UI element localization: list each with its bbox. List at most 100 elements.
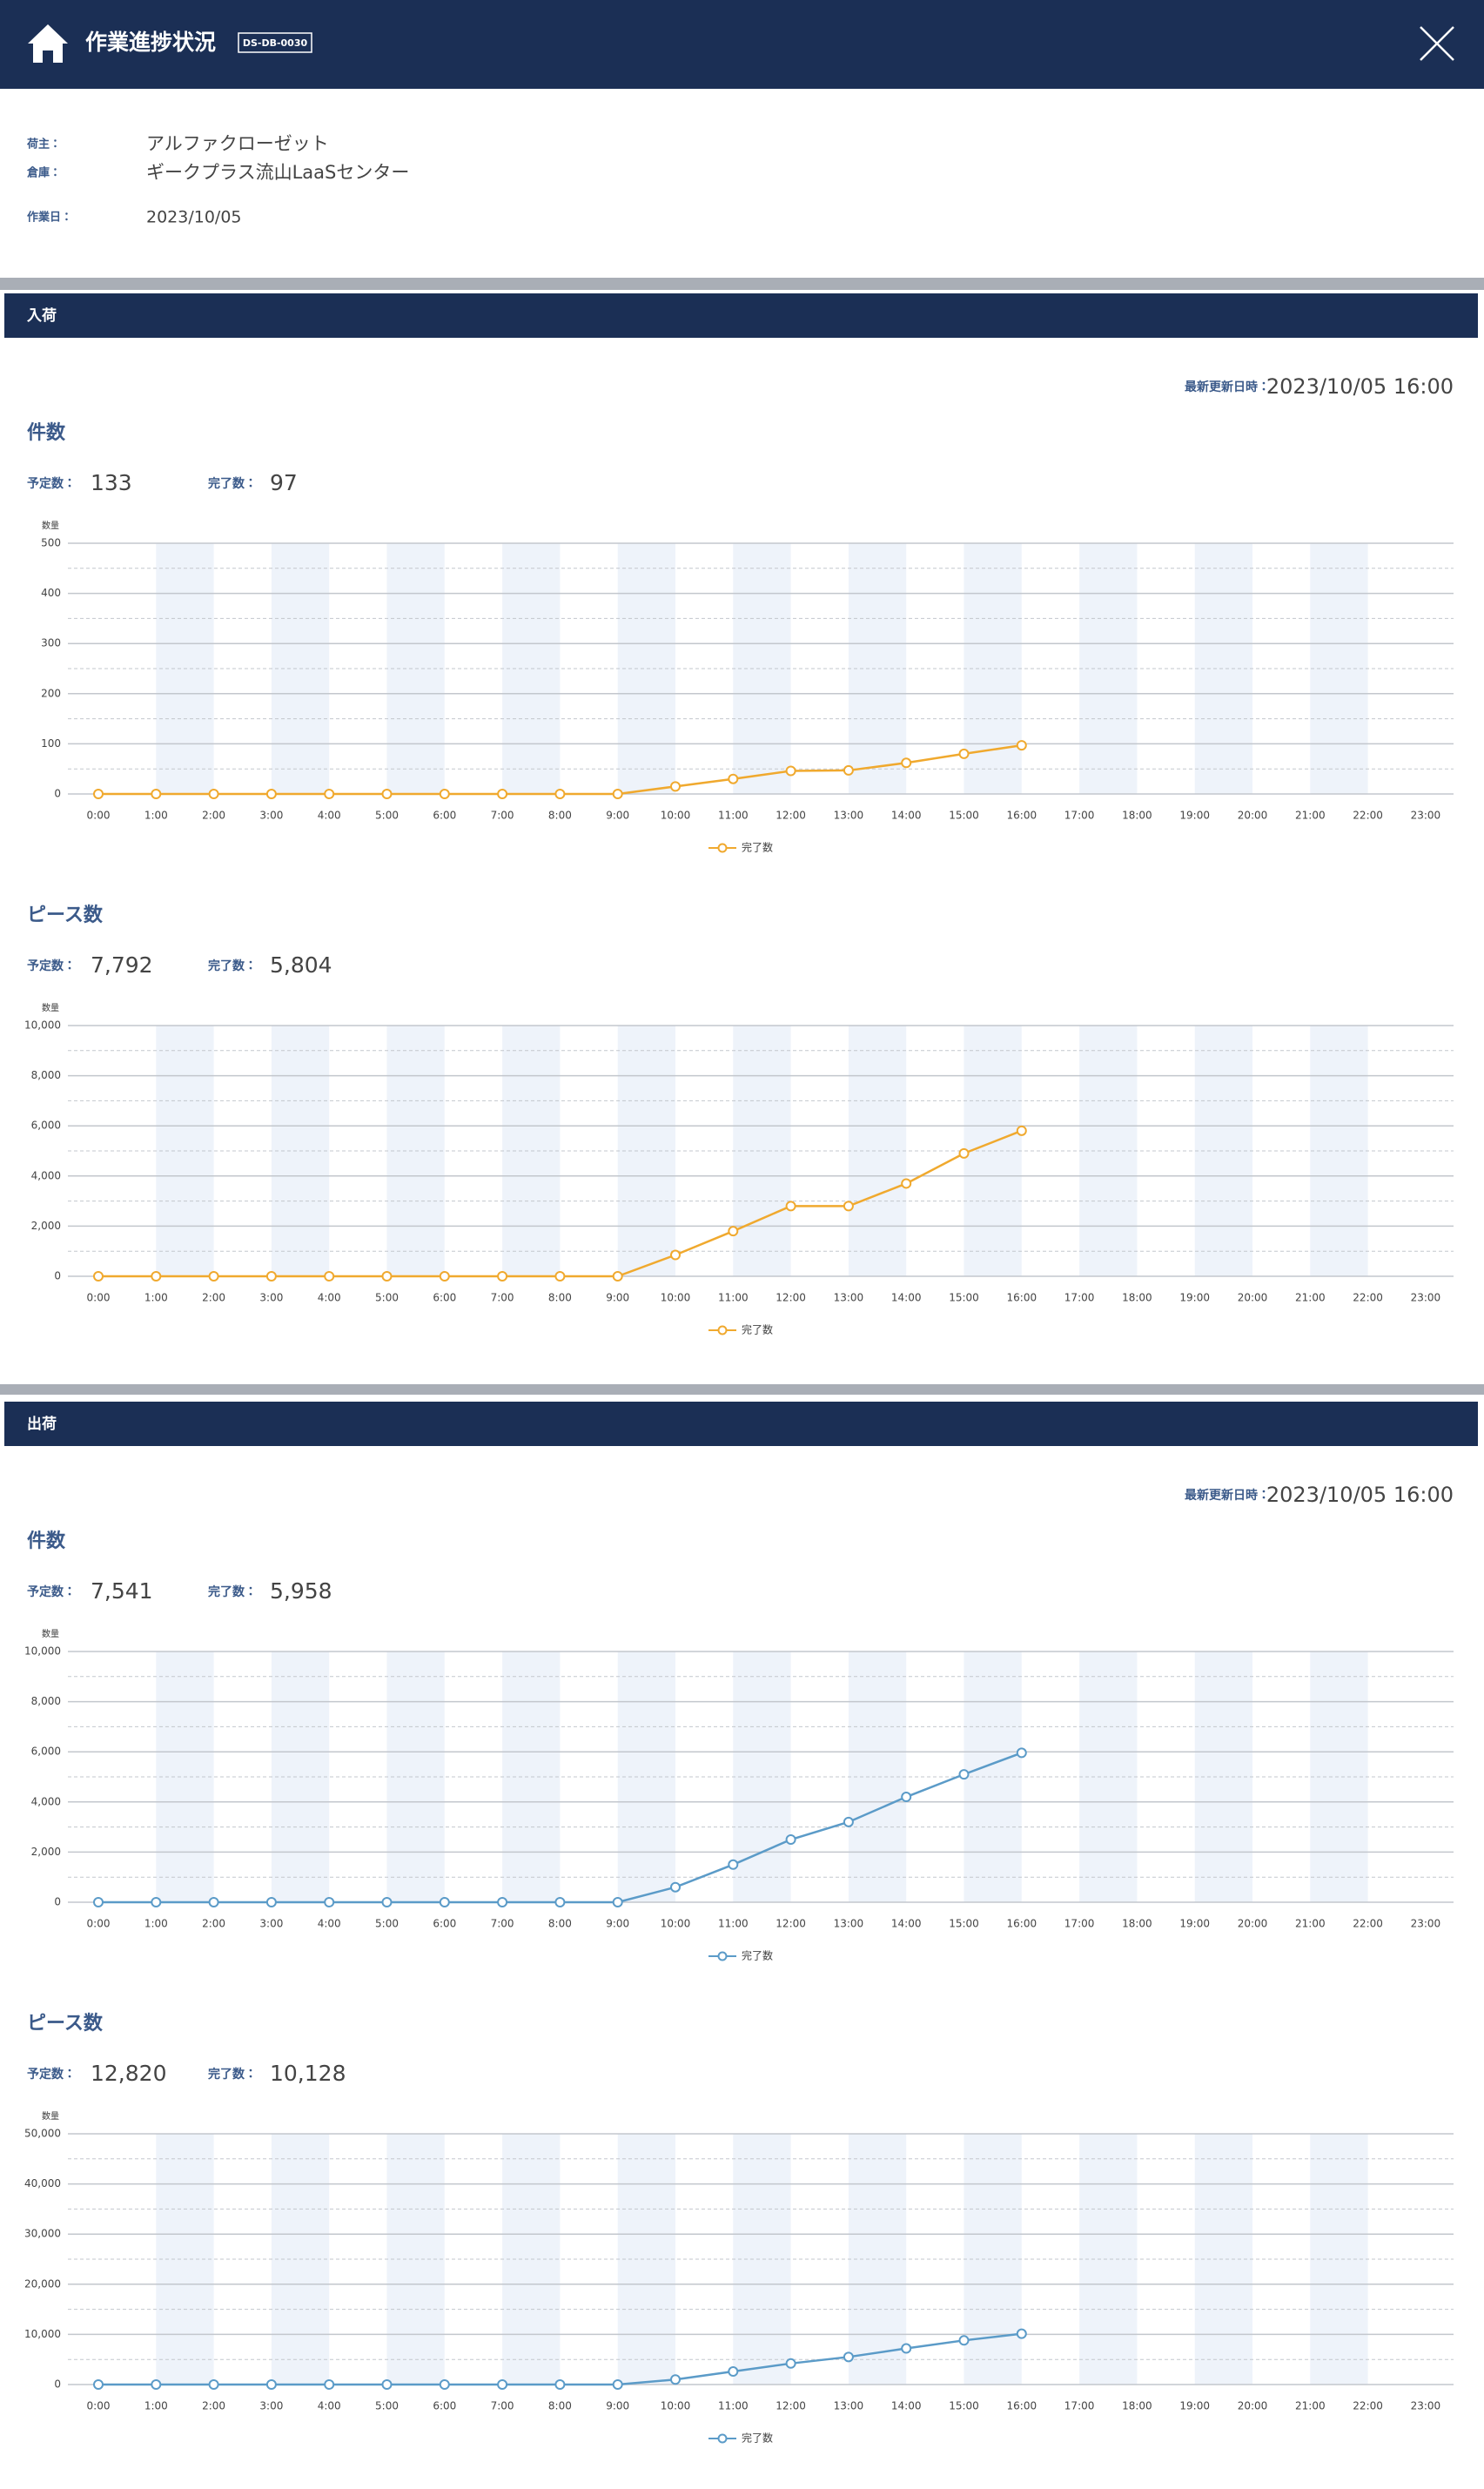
legend-marker	[717, 1325, 728, 1335]
x-tick-label: 0:00	[87, 1918, 111, 1930]
data-point	[554, 1897, 566, 1907]
y-tick-label: 6,000	[31, 1746, 61, 1758]
chart-title: 件数	[27, 1530, 66, 1552]
data-point	[843, 1816, 854, 1827]
x-tick-label: 17:00	[1064, 810, 1095, 822]
data-point	[324, 1271, 335, 1281]
x-tick-label: 21:00	[1295, 810, 1326, 822]
data-point	[265, 789, 277, 799]
x-tick-label: 15:00	[949, 1292, 979, 1304]
y-tick-label: 300	[41, 637, 61, 649]
x-tick-label: 20:00	[1238, 1918, 1268, 1930]
data-point	[843, 764, 854, 776]
y-tick-label: 10,000	[24, 1645, 61, 1658]
x-tick-label: 18:00	[1122, 1292, 1152, 1304]
hour-band	[1079, 543, 1138, 794]
x-tick-label: 3:00	[259, 1918, 283, 1930]
done-label: 完了数：	[207, 476, 257, 491]
hour-band	[964, 2134, 1022, 2385]
data-point	[670, 781, 681, 792]
hour-band	[964, 1026, 1022, 1276]
planned-value: 12,820	[91, 2061, 166, 2086]
y-tick-label: 4,000	[31, 1169, 61, 1181]
done-value: 10,128	[270, 2061, 346, 2086]
x-tick-label: 7:00	[491, 810, 514, 822]
x-tick-label: 23:00	[1411, 2400, 1441, 2412]
chart-title: ピース数	[27, 2012, 104, 2035]
data-point	[151, 1271, 162, 1281]
x-tick-label: 19:00	[1179, 1918, 1210, 1930]
data-point	[612, 1271, 623, 1281]
divider	[0, 278, 1484, 290]
y-axis-label: 数量	[42, 2110, 59, 2122]
data-point	[439, 789, 450, 799]
y-tick-label: 50,000	[24, 2128, 61, 2140]
x-tick-label: 22:00	[1353, 1292, 1383, 1304]
data-point	[958, 1769, 970, 1780]
legend-marker	[717, 843, 728, 853]
hour-band	[964, 1651, 1022, 1902]
data-point	[785, 1201, 796, 1212]
x-tick-label: 10:00	[661, 1292, 691, 1304]
data-point	[381, 1897, 393, 1907]
x-tick-label: 1:00	[144, 2400, 168, 2412]
x-tick-label: 23:00	[1411, 810, 1441, 822]
info-label: 作業日：	[27, 211, 72, 225]
x-tick-label: 14:00	[891, 1918, 922, 1930]
data-point	[612, 1897, 623, 1907]
x-tick-label: 2:00	[202, 1292, 225, 1304]
y-tick-label: 400	[41, 587, 61, 599]
y-tick-label: 8,000	[31, 1069, 61, 1081]
updated-label: 最新更新日時：	[1185, 1488, 1270, 1503]
x-tick-label: 14:00	[891, 1292, 922, 1304]
done-value: 5,804	[270, 952, 332, 978]
x-tick-label: 18:00	[1122, 810, 1152, 822]
x-tick-label: 14:00	[891, 2400, 922, 2412]
data-point	[324, 789, 335, 799]
data-point	[1016, 1747, 1027, 1759]
planned-label: 予定数：	[27, 1584, 76, 1599]
x-tick-label: 17:00	[1064, 1292, 1095, 1304]
data-point	[324, 1897, 335, 1907]
x-tick-label: 8:00	[548, 810, 572, 822]
data-point	[93, 789, 104, 799]
y-tick-label: 0	[54, 1270, 61, 1282]
y-tick-label: 100	[41, 737, 61, 750]
data-point	[728, 773, 739, 784]
planned-label: 予定数：	[27, 476, 76, 491]
x-tick-label: 9:00	[606, 2400, 629, 2412]
info-label: 倉庫：	[27, 166, 61, 180]
y-tick-label: 10,000	[24, 2328, 61, 2340]
x-tick-label: 9:00	[606, 1292, 629, 1304]
done-label: 完了数：	[207, 959, 257, 973]
home-icon[interactable]	[28, 24, 68, 63]
data-point	[381, 789, 393, 799]
x-tick-label: 15:00	[949, 810, 979, 822]
data-point	[265, 2379, 277, 2390]
code-box	[238, 32, 312, 53]
data-point	[958, 1147, 970, 1159]
data-point	[497, 2379, 508, 2390]
close-button[interactable]	[1420, 26, 1454, 61]
header-bar	[0, 0, 1484, 89]
x-tick-label: 7:00	[491, 1292, 514, 1304]
x-tick-label: 1:00	[144, 810, 168, 822]
x-tick-label: 23:00	[1411, 1292, 1441, 1304]
x-tick-label: 3:00	[259, 1292, 283, 1304]
data-point	[208, 1897, 219, 1907]
x-tick-label: 22:00	[1353, 2400, 1383, 2412]
y-tick-label: 8,000	[31, 1695, 61, 1707]
data-point	[497, 1271, 508, 1281]
y-tick-label: 200	[41, 687, 61, 699]
data-point	[728, 1859, 739, 1870]
data-point	[728, 1226, 739, 1237]
data-point	[1016, 740, 1027, 751]
page-title: 作業進捗状況	[85, 30, 216, 55]
legend-label: 完了数	[742, 841, 773, 854]
x-tick-label: 4:00	[318, 810, 341, 822]
x-tick-label: 21:00	[1295, 1292, 1326, 1304]
x-tick-label: 16:00	[1007, 810, 1037, 822]
screen-code: DS-DB-0030	[243, 37, 308, 49]
data-point	[497, 1897, 508, 1907]
